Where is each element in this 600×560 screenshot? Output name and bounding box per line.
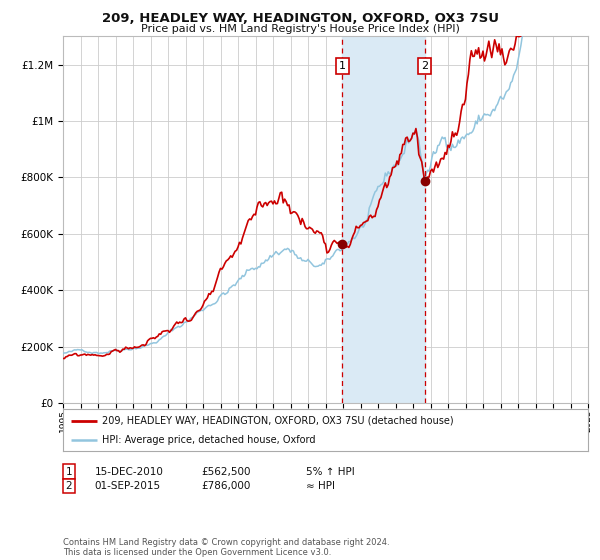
Text: 01-SEP-2015: 01-SEP-2015: [95, 481, 161, 491]
Text: 1: 1: [339, 61, 346, 71]
Text: £786,000: £786,000: [201, 481, 250, 491]
Text: 1: 1: [65, 466, 73, 477]
Text: ≈ HPI: ≈ HPI: [306, 481, 335, 491]
Bar: [342, 36, 425, 403]
Text: HPI: Average price, detached house, Oxford: HPI: Average price, detached house, Oxfo…: [103, 435, 316, 445]
Text: 2: 2: [421, 61, 428, 71]
Text: £562,500: £562,500: [201, 466, 251, 477]
Text: 15-DEC-2010: 15-DEC-2010: [95, 466, 164, 477]
Text: 209, HEADLEY WAY, HEADINGTON, OXFORD, OX3 7SU: 209, HEADLEY WAY, HEADINGTON, OXFORD, OX…: [101, 12, 499, 25]
Text: 209, HEADLEY WAY, HEADINGTON, OXFORD, OX3 7SU (detached house): 209, HEADLEY WAY, HEADINGTON, OXFORD, OX…: [103, 416, 454, 426]
Text: 5% ↑ HPI: 5% ↑ HPI: [306, 466, 355, 477]
Text: 2: 2: [65, 481, 73, 491]
Text: Price paid vs. HM Land Registry's House Price Index (HPI): Price paid vs. HM Land Registry's House …: [140, 24, 460, 34]
Text: Contains HM Land Registry data © Crown copyright and database right 2024.
This d: Contains HM Land Registry data © Crown c…: [63, 538, 389, 557]
